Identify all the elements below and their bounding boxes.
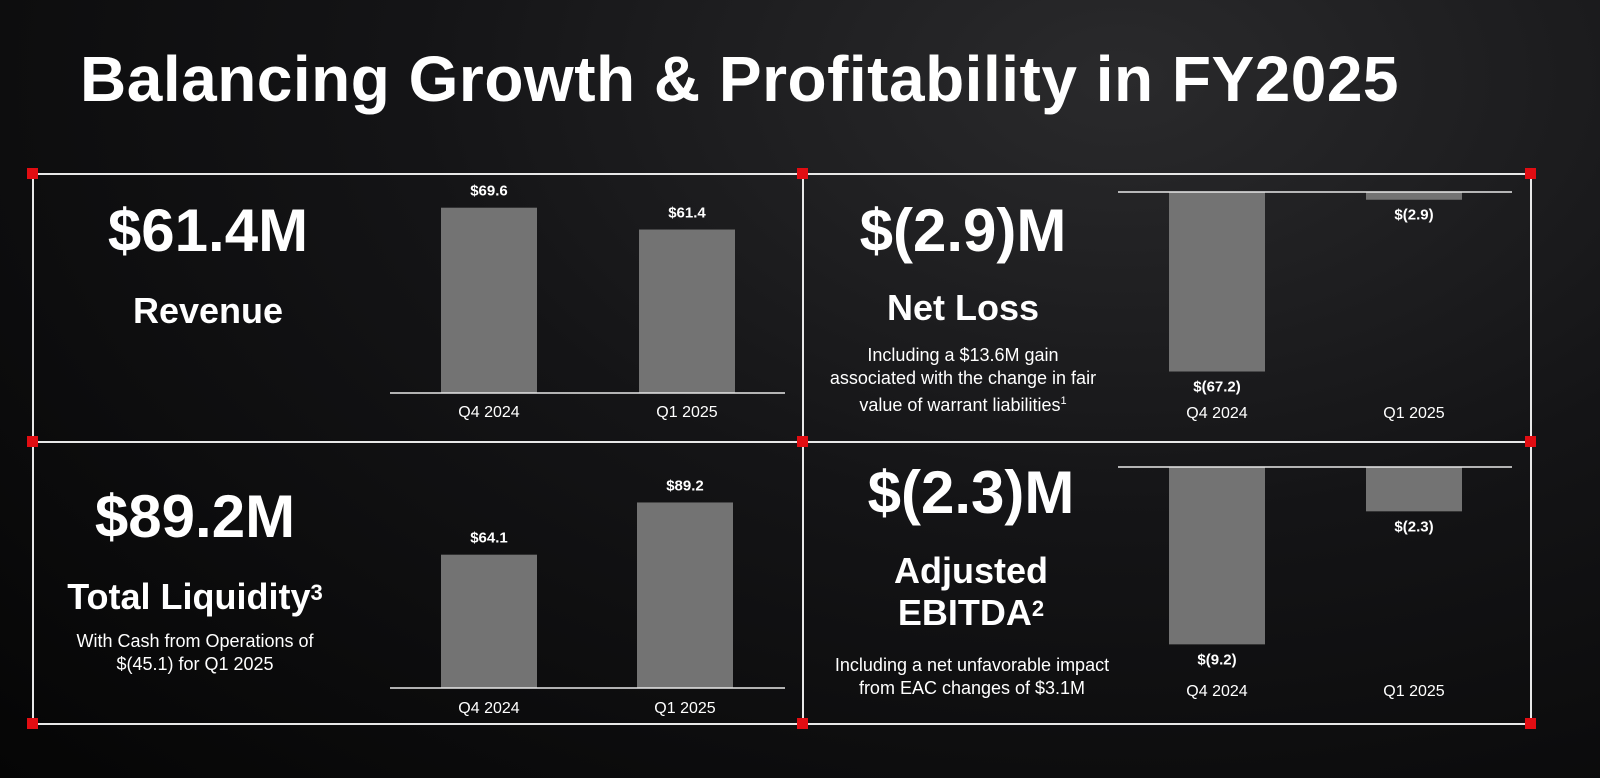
frame-top-line (33, 173, 1531, 175)
category-label: Q1 2025 (656, 404, 717, 421)
data-label: $(67.2) (1193, 379, 1241, 396)
corner-marker (27, 436, 38, 447)
corner-marker (27, 168, 38, 179)
revenue-value: $61.4M (107, 197, 309, 264)
category-label: Q4 2024 (458, 700, 519, 717)
net-loss-note-line: associated with the change in fair (829, 368, 1097, 388)
net-loss-note-text: value of warrant liabilities (859, 395, 1061, 415)
frame-right-line (1530, 173, 1532, 725)
footnote-marker: 3 (310, 580, 323, 605)
category-label: Q1 2025 (654, 700, 715, 717)
liquidity-note-line: With Cash from Operations of (76, 631, 314, 651)
bar-q1-2025 (1366, 467, 1462, 512)
revenue-label: Revenue (132, 290, 284, 331)
data-label: $(2.3) (1394, 518, 1433, 535)
frame-left-line (32, 173, 34, 725)
bar-q1-2025 (637, 502, 733, 688)
category-label: Q4 2024 (1186, 405, 1247, 422)
bar-q4-2024 (1169, 192, 1265, 372)
ebitda-label-line: Adjusted (893, 550, 1048, 591)
category-label: Q1 2025 (1383, 405, 1444, 422)
net-loss-value: $(2.9)M (859, 197, 1067, 264)
ebitda-label-text: EBITDA (897, 592, 1032, 633)
ebitda-note-line: from EAC changes of $3.1M (858, 678, 1086, 698)
page-title: Balancing Growth & Profitability in FY20… (80, 43, 1399, 115)
bar-q1-2025 (1366, 192, 1462, 200)
liquidity-label-text: Total Liquidity (67, 576, 311, 617)
bar-q4-2024 (441, 554, 537, 688)
net-loss-note: Including a $13.6M gain associated with … (800, 344, 1126, 417)
data-label: $89.2 (666, 477, 704, 494)
corner-marker (797, 168, 808, 179)
footnote-marker: 1 (1060, 395, 1067, 407)
corner-marker (27, 718, 38, 729)
net-loss-label: Net Loss (886, 287, 1040, 328)
ebitda-note-line: Including a net unfavorable impact (834, 655, 1110, 675)
corner-marker (1525, 718, 1536, 729)
category-label: Q4 2024 (1186, 683, 1247, 700)
frame-center-line (802, 173, 804, 725)
data-label: $(9.2) (1197, 651, 1236, 668)
data-label: $(2.9) (1394, 207, 1433, 224)
data-label: $64.1 (470, 530, 508, 547)
corner-marker (797, 436, 808, 447)
frame-bottom-line (33, 723, 1531, 725)
corner-marker (797, 718, 808, 729)
corner-marker (1525, 168, 1536, 179)
category-label: Q4 2024 (458, 404, 519, 421)
liquidity-label: Total Liquidity3 (35, 576, 355, 618)
ebitda-label: Adjusted EBITDA2 (820, 550, 1122, 634)
net-loss-note-line: Including a $13.6M gain (867, 345, 1059, 365)
frame-middle-line (33, 441, 1531, 443)
category-label: Q1 2025 (1383, 683, 1444, 700)
ebitda-value: $(2.3)M (867, 459, 1075, 526)
bar-q1-2025 (639, 229, 735, 393)
liquidity-note: With Cash from Operations of $(45.1) for… (45, 630, 345, 676)
footnote-marker: 2 (1031, 596, 1045, 621)
bar-q4-2024 (441, 207, 537, 393)
net-loss-note-line: value of warrant liabilities1 (800, 390, 1126, 417)
data-label: $61.4 (668, 205, 706, 222)
data-label: $69.6 (470, 183, 508, 200)
ebitda-note: Including a net unfavorable impact from … (800, 654, 1144, 700)
liquidity-note-line: $(45.1) for Q1 2025 (116, 654, 274, 674)
bar-q4-2024 (1169, 467, 1265, 645)
corner-marker (1525, 436, 1536, 447)
liquidity-value: $89.2M (94, 483, 296, 550)
ebitda-label-line: EBITDA2 (820, 592, 1122, 634)
